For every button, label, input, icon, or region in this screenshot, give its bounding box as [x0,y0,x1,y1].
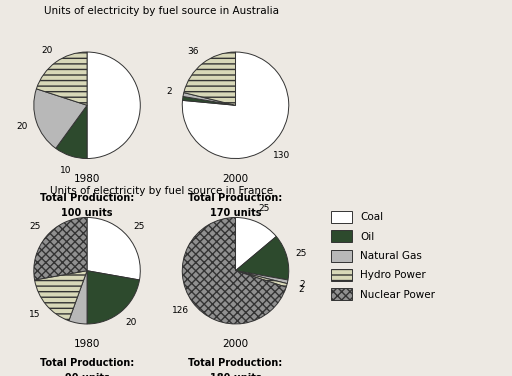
Wedge shape [182,97,236,105]
Wedge shape [87,271,139,324]
Text: Total Production:: Total Production: [40,193,134,203]
Wedge shape [69,271,87,324]
Text: 126: 126 [172,306,189,315]
Text: 2: 2 [166,87,172,96]
Text: 36: 36 [188,47,199,56]
Wedge shape [236,217,276,271]
Text: 170 units: 170 units [210,208,261,218]
Wedge shape [236,271,287,287]
Text: Units of electricity by fuel source in Australia: Units of electricity by fuel source in A… [44,6,279,16]
Wedge shape [87,52,140,159]
Wedge shape [236,271,288,284]
Text: 2: 2 [300,280,305,290]
Text: 130: 130 [273,151,290,160]
Wedge shape [56,105,87,159]
Text: 25: 25 [134,223,145,231]
Wedge shape [87,217,140,280]
Text: 2000: 2000 [222,174,249,184]
Text: 2: 2 [298,285,304,294]
Text: 25: 25 [29,223,40,231]
Text: Units of electricity by fuel source in France: Units of electricity by fuel source in F… [50,186,273,196]
Text: 25: 25 [295,249,307,258]
Text: Total Production:: Total Production: [188,193,283,203]
Text: 2: 2 [0,375,1,376]
Text: 25: 25 [259,205,270,214]
Wedge shape [236,237,289,280]
Text: Total Production:: Total Production: [40,358,134,368]
Wedge shape [182,52,289,159]
Text: 5: 5 [0,375,1,376]
Text: 10: 10 [60,165,72,174]
Text: 15: 15 [29,310,40,319]
Text: 2000: 2000 [222,339,249,349]
Wedge shape [36,52,87,105]
Text: 20: 20 [16,122,28,131]
Wedge shape [34,217,87,280]
Wedge shape [182,217,286,324]
Wedge shape [184,52,236,105]
Text: 90 units: 90 units [65,373,110,376]
Legend: Coal, Oil, Natural Gas, Hydro Power, Nuclear Power: Coal, Oil, Natural Gas, Hydro Power, Nuc… [328,208,438,303]
Text: 20: 20 [41,45,53,55]
Wedge shape [34,89,87,149]
Text: 180 units: 180 units [210,373,261,376]
Text: 1980: 1980 [74,339,100,349]
Text: 100 units: 100 units [61,208,113,218]
Wedge shape [35,271,87,321]
Text: Total Production:: Total Production: [188,358,283,368]
Text: 20: 20 [125,318,137,327]
Text: 1980: 1980 [74,174,100,184]
Text: 50: 50 [0,375,1,376]
Wedge shape [183,92,236,105]
